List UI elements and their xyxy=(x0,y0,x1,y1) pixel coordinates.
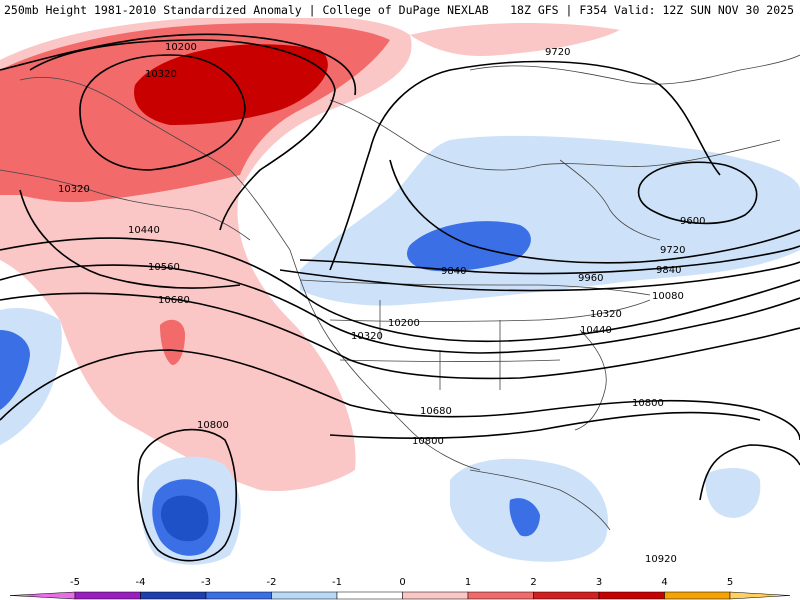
contour-label: 9960 xyxy=(578,273,603,284)
contour-label: 9720 xyxy=(545,47,570,58)
coastline-layer xyxy=(0,54,800,531)
contour-label: 10320 xyxy=(590,309,622,320)
contour-labels: 10200 10320 10320 10440 10560 10680 1080… xyxy=(58,42,705,565)
contour-label: 10800 xyxy=(632,398,664,409)
colorbar-segment xyxy=(271,591,338,600)
contour-label: 10080 xyxy=(652,291,684,302)
title-bar: 250mb Height 1981-2010 Standardized Anom… xyxy=(0,0,800,18)
colorbar-tick-label: -1 xyxy=(332,577,342,588)
colorbar-tick-label: -2 xyxy=(267,577,277,588)
colorbar-segment xyxy=(205,591,272,600)
colorbar-arrow-left xyxy=(9,591,76,600)
colorbar-tick-label: -5 xyxy=(70,577,80,588)
colorbar: -5 -4 -3 -2 -1 0 1 2 3 4 5 xyxy=(9,577,791,600)
contour-label: 10320 xyxy=(351,331,383,342)
model-run-info: 18Z GFS | F354 Valid: 12Z SUN NOV 30 202… xyxy=(510,3,794,17)
colorbar-tick-label: 0 xyxy=(399,577,405,588)
positive-anomaly-layer xyxy=(0,14,620,491)
negative-anomaly-layer xyxy=(0,135,800,565)
colorbar-segment xyxy=(664,591,731,600)
colorbar-tick-label: 3 xyxy=(596,577,602,588)
contour-label: 10440 xyxy=(580,325,612,336)
contour-label: 9720 xyxy=(660,245,685,256)
colorbar-tick-label: -4 xyxy=(136,577,146,588)
contour-label: 10320 xyxy=(145,69,177,80)
contour-label: 10560 xyxy=(148,262,180,273)
contour-label: 10800 xyxy=(197,420,229,431)
colorbar-segment xyxy=(140,591,207,600)
colorbar-tick-label: 4 xyxy=(661,577,667,588)
colorbar-segment xyxy=(533,591,600,600)
contour-label: 9840 xyxy=(441,266,466,277)
height-contours xyxy=(0,33,800,562)
colorbar-tick-label: 5 xyxy=(727,577,733,588)
contour-label: 10920 xyxy=(645,554,677,565)
colorbar-tick-label: -3 xyxy=(201,577,211,588)
colorbar-tick-label: 2 xyxy=(530,577,536,588)
contour-label: 10680 xyxy=(420,406,452,417)
contour-label: 10440 xyxy=(128,225,160,236)
contour-label: 9840 xyxy=(656,265,681,276)
contour-label: 10200 xyxy=(165,42,197,53)
colorbar-segment xyxy=(336,591,403,600)
colorbar-arrow-right xyxy=(729,591,791,600)
colorbar-tick-label: 1 xyxy=(465,577,471,588)
contour-label: 10680 xyxy=(158,295,190,306)
colorbar-segment xyxy=(74,591,141,600)
colorbar-segment xyxy=(467,591,534,600)
contour-label: 9600 xyxy=(680,216,705,227)
map-title: 250mb Height 1981-2010 Standardized Anom… xyxy=(4,3,489,17)
contour-label: 10320 xyxy=(58,184,90,195)
contour-label: 10800 xyxy=(412,436,444,447)
colorbar-segment xyxy=(598,591,665,600)
contour-label: 10200 xyxy=(388,318,420,329)
colorbar-segment xyxy=(402,591,469,600)
